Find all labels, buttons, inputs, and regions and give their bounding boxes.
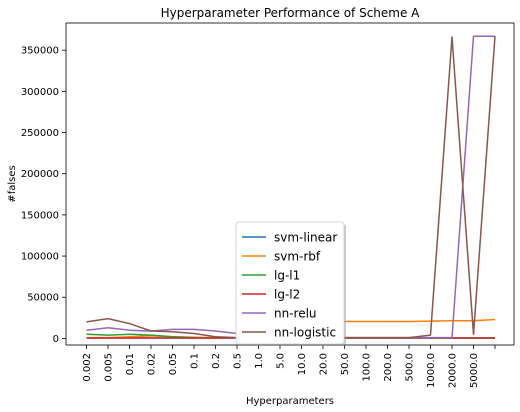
y-axis-label: #falses — [7, 165, 18, 202]
x-tick-label: 50.0 — [340, 353, 351, 375]
y-tick-label: 150000 — [21, 210, 59, 221]
x-tick-label: 0.05 — [168, 353, 179, 375]
x-tick-label: 20.0 — [319, 353, 330, 375]
x-tick-label: 1.0 — [254, 353, 265, 369]
legend: svm-linear svm-rbf lg-l1 lg-l2 nn-relu nn-log… — [235, 221, 346, 346]
y-tick-label: 100000 — [21, 252, 59, 263]
chart-title: Hyperparameter Performance of Scheme A — [161, 6, 421, 20]
x-tick-label: 0.01 — [125, 353, 136, 375]
y-tick-label: 50000 — [27, 293, 59, 304]
x-axis: 0.002 0.005 0.01 0.02 0.05 0.1 0.2 0.5 1.0 5.0 10.… — [82, 345, 496, 388]
legend-label-svm-rbf: svm-rbf — [274, 250, 321, 264]
legend-label-lg-l1: lg-l1 — [274, 269, 300, 283]
x-tick-label: 0.2 — [211, 353, 222, 369]
x-tick-label: 100.0 — [362, 353, 373, 382]
x-tick-label: 200.0 — [383, 353, 394, 382]
x-tick-label: 500.0 — [405, 353, 416, 382]
x-tick-label: 0.5 — [233, 353, 244, 369]
x-tick-label: 5.0 — [276, 353, 287, 369]
legend-label-svm-linear: svm-linear — [274, 231, 337, 245]
x-tick-label: 10.0 — [297, 353, 308, 375]
y-axis: 0 50000 100000 150000 200000 250000 300000 3500… — [21, 46, 66, 345]
legend-label-nn-logistic: nn-logistic — [274, 326, 336, 340]
x-tick-label: 0.02 — [147, 353, 158, 375]
y-tick-label: 250000 — [21, 128, 59, 139]
legend-label-lg-l2: lg-l2 — [274, 288, 300, 302]
x-axis-label: Hyperparameters — [246, 396, 334, 407]
x-tick-label: 2000.0 — [448, 353, 459, 388]
x-tick-label: 5000.0 — [469, 353, 480, 388]
y-tick-label: 200000 — [21, 169, 59, 180]
x-tick-label: 1000.0 — [426, 353, 437, 388]
legend-label-nn-relu: nn-relu — [274, 307, 317, 321]
x-tick-label: 0.002 — [82, 353, 93, 382]
y-tick-label: 0 — [53, 334, 59, 345]
y-tick-label: 350000 — [21, 46, 59, 57]
x-tick-label: 0.005 — [104, 353, 115, 382]
y-tick-label: 300000 — [21, 87, 59, 98]
x-tick-label: 0.1 — [190, 353, 201, 369]
